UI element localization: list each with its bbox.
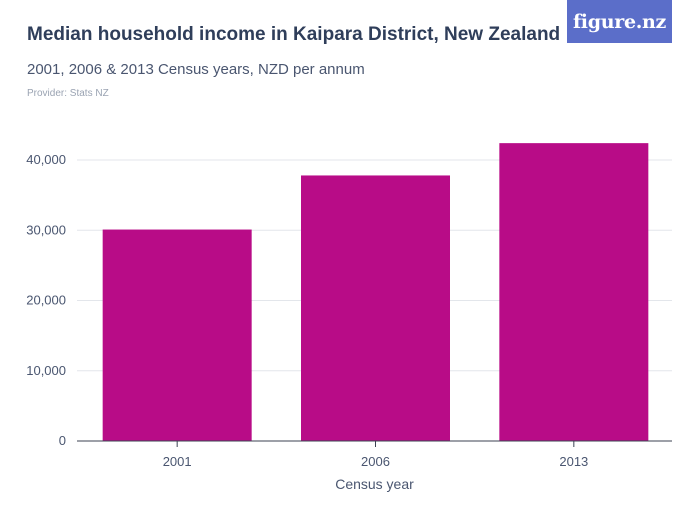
- y-tick-label: 10,000: [26, 363, 66, 378]
- bar-2006[interactable]: [301, 175, 450, 441]
- y-tick-label: 0: [59, 433, 66, 448]
- y-tick-label: 20,000: [26, 293, 66, 308]
- bar-2001[interactable]: [102, 229, 252, 441]
- data-provider: Provider: Stats NZ: [27, 88, 109, 99]
- x-axis-title: Census year: [335, 476, 414, 492]
- y-tick-label: 30,000: [26, 222, 66, 237]
- bar-2013[interactable]: [499, 143, 649, 441]
- chart-subtitle: 2001, 2006 & 2013 Census years, NZD per …: [27, 61, 365, 78]
- x-axis-ticks: 2001 2006 2013: [163, 441, 588, 469]
- x-tick-label: 2013: [559, 454, 588, 469]
- bars: [102, 143, 649, 441]
- y-tick-label: 40,000: [26, 152, 66, 167]
- y-axis-ticks: 0 10,000 20,000 30,000 40,000: [26, 152, 66, 448]
- chart-title: Median household income in Kaipara Distr…: [27, 24, 561, 45]
- x-tick-label: 2006: [361, 454, 390, 469]
- x-tick-label: 2001: [163, 454, 192, 469]
- figure-nz-logo[interactable]: figure.nz: [567, 0, 672, 43]
